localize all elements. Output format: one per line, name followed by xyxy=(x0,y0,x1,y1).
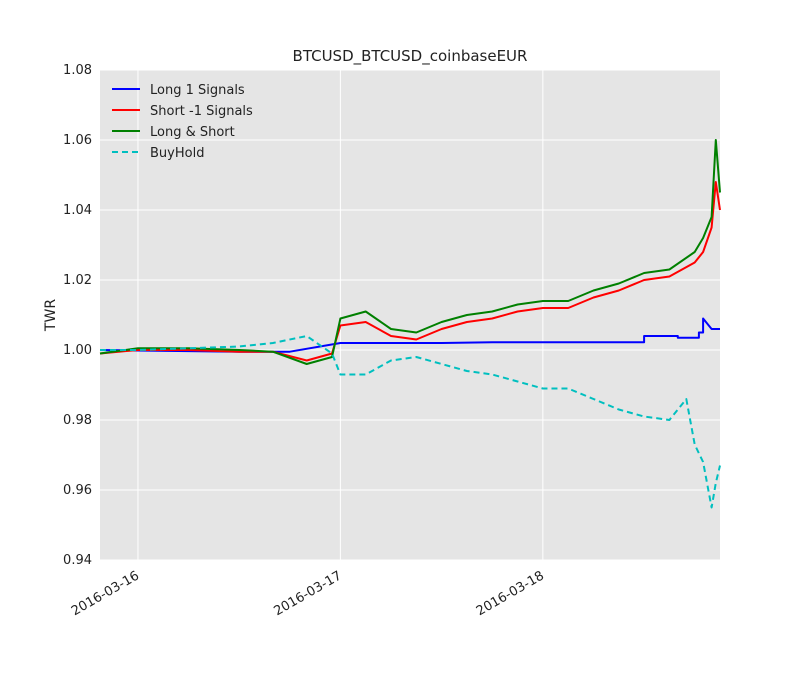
legend: Long 1 Signals Short -1 Signals Long & Sho… xyxy=(112,83,253,161)
y-tick-label: 1.04 xyxy=(63,203,92,218)
legend-label: Long & Short xyxy=(150,125,235,140)
y-tick-label: 0.98 xyxy=(63,413,92,428)
x-tick-label: 2016-03-17 xyxy=(271,568,344,619)
plot-background xyxy=(100,70,720,560)
y-tick-label: 1.00 xyxy=(63,343,92,358)
x-axis: 2016-03-16 2016-03-17 2016-03-18 xyxy=(69,568,547,619)
grid xyxy=(100,69,720,561)
y-tick-label: 1.06 xyxy=(63,133,92,148)
x-tick-label: 2016-03-18 xyxy=(474,568,547,619)
legend-label: Short -1 Signals xyxy=(150,104,253,119)
y-tick-label: 0.94 xyxy=(63,553,92,568)
series-layer xyxy=(99,139,721,509)
series-line-buyhold xyxy=(100,335,721,509)
y-tick-label: 0.96 xyxy=(63,483,92,498)
legend-label: Long 1 Signals xyxy=(150,83,245,98)
y-axis-label: TWR xyxy=(43,299,59,332)
y-axis: 0.94 0.96 0.98 1.00 1.02 1.04 1.06 1.08 xyxy=(63,63,92,568)
x-tick-label: 2016-03-16 xyxy=(69,568,142,619)
series-line-long-1-signals xyxy=(99,317,720,353)
y-tick-label: 1.08 xyxy=(63,63,92,78)
y-tick-label: 1.02 xyxy=(63,273,92,288)
legend-label: BuyHold xyxy=(150,146,204,161)
series-line-long-short xyxy=(99,139,721,365)
chart-title: BTCUSD_BTCUSD_coinbaseEUR xyxy=(293,47,528,66)
